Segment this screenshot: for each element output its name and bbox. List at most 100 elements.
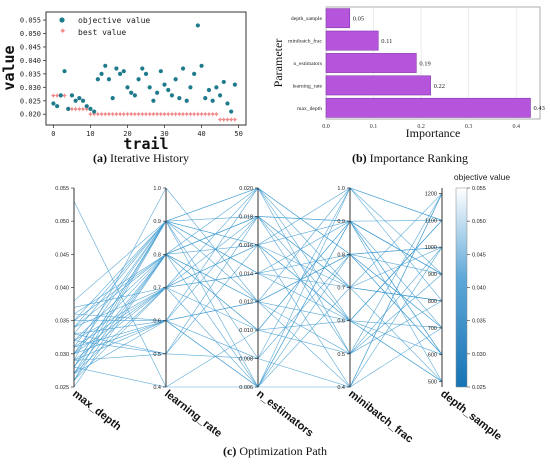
colorbar-ticks: 0.055 0.050 0.045 0.040 0.035 0.030 0.025 <box>467 186 486 391</box>
axis-tick-label: 0.045 <box>55 252 69 258</box>
objective-value-point <box>210 98 215 103</box>
objective-value-point <box>158 69 163 74</box>
best-value-point: ✦ <box>132 110 139 119</box>
objective-value-point <box>125 85 130 90</box>
objective-value-point <box>69 93 75 98</box>
x-tick-label: 50 <box>234 130 242 138</box>
x-tick-label: 0 <box>51 130 55 138</box>
best-value-point: ✦ <box>72 105 79 114</box>
optimization-path-chart: objective value 0.055 0.050 0.045 0.040 0.03… <box>55 172 510 446</box>
objective-value-point <box>162 82 167 87</box>
axis-tick-label: 600 <box>428 353 437 359</box>
objective-value-point <box>103 63 108 68</box>
best-value-point: ✦ <box>135 110 142 119</box>
best-value-point: ✦ <box>202 110 209 119</box>
objective-value-point <box>73 98 78 103</box>
objective-value-point <box>166 87 171 93</box>
axis-name: minibatch_frac <box>346 388 415 446</box>
best-value-point: ✦ <box>195 110 202 119</box>
objective-value-point <box>180 66 186 71</box>
objective-value-point <box>199 63 204 68</box>
objective-value-point <box>58 93 63 98</box>
value-label: 0.05 <box>353 16 364 23</box>
objective-value-point <box>184 98 189 103</box>
y-tick-label: 0.025 <box>20 97 41 105</box>
x-axis-label: trail <box>123 135 168 153</box>
y-axis: 0.020 0.025 0.030 0.035 0.040 0.045 0.050 0.055 <box>20 17 46 119</box>
axis-tick-label: 700 <box>428 326 437 332</box>
best-value-point: ✦ <box>232 116 239 125</box>
caption-a: (a) Iterative History <box>93 151 189 165</box>
colorbar-tick-label: 0.035 <box>472 319 486 325</box>
axis-tick-label: 0.020 <box>239 186 253 192</box>
legend-marker-best: ✦ <box>59 26 67 36</box>
best-value-point: ✦ <box>54 91 61 100</box>
objective-value-point <box>110 95 115 101</box>
axis-tick-label: 1.0 <box>153 186 161 192</box>
objective-value-point <box>173 77 178 82</box>
best-value-point: ✦ <box>213 110 220 119</box>
x-tick-label: 20 <box>123 130 131 138</box>
objective-value-point <box>99 71 104 76</box>
objective-value-point <box>217 93 223 98</box>
axis-tick-label: 0.055 <box>55 186 69 192</box>
axis-tick-label: 0.6 <box>153 319 161 325</box>
axis-tick-label: 0.010 <box>239 328 253 334</box>
best-value-point: ✦ <box>91 110 98 119</box>
axis-tick-label: 800 <box>428 299 437 305</box>
best-value-point: ✦ <box>180 110 187 119</box>
best-value-point: ✦ <box>187 110 194 119</box>
best-value-point: ✦ <box>102 110 109 119</box>
best-value-point: ✦ <box>76 105 83 114</box>
axis-name: depth_sample <box>438 388 504 443</box>
x-tick-label: 30 <box>160 130 168 138</box>
legend: objective value ✦ best value <box>59 16 150 37</box>
objective-value-point <box>229 109 234 114</box>
objective-value-point <box>221 79 226 85</box>
x-tick-label: 0.2 <box>417 124 425 130</box>
best-value-point: ✦ <box>109 110 116 119</box>
plot-frame <box>45 11 247 126</box>
category-label: max_depth <box>297 106 322 112</box>
objective-value-point <box>169 93 175 98</box>
caption-b: (b) Importance Ranking <box>352 151 468 165</box>
colorbar-title: objective value <box>454 172 511 182</box>
best-value-point: ✦ <box>220 116 227 125</box>
best-value-point: ✦ <box>217 116 224 125</box>
objective-value-point <box>192 71 197 76</box>
colorbar-tick-label: 0.025 <box>472 385 486 391</box>
objective-value-point <box>114 66 119 71</box>
best-value-point: ✦ <box>209 110 216 119</box>
best-value-point: ✦ <box>183 110 190 119</box>
best-value-point: ✦ <box>128 110 135 119</box>
best-value-point: ✦ <box>80 105 87 114</box>
axis-tick-label: 0.5 <box>337 352 345 358</box>
x-tick-label: 0.4 <box>512 124 520 130</box>
x-tick-label: 10 <box>86 130 94 138</box>
best-value-point: ✦ <box>83 105 90 114</box>
objective-value-point <box>77 95 82 101</box>
axis-tick-label: 1.0 <box>337 186 345 192</box>
best-value-point: ✦ <box>165 110 172 119</box>
objective-value-point <box>129 90 134 95</box>
value-label: 0.43 <box>533 105 544 112</box>
x-tick-label: 40 <box>197 130 205 138</box>
best-value-point: ✦ <box>146 110 153 119</box>
axis-tick-label: 1100 <box>425 218 437 224</box>
x-tick-label: 0.3 <box>465 124 473 130</box>
best-value-point: ✦ <box>95 110 102 119</box>
axis-tick-label: 0.018 <box>239 214 253 220</box>
axis-tick-label: 0.9 <box>337 219 345 225</box>
axis-tick-label: 0.025 <box>55 385 69 391</box>
legend-label-objective: objective value <box>78 16 150 25</box>
objective-value-point <box>66 106 71 111</box>
y-tick-label: 0.020 <box>20 111 41 119</box>
bars: depth_sample 0.05 minibatch_frac 0.11 n_esti… <box>288 8 545 118</box>
colorbar <box>455 187 468 388</box>
axis-tick-label: 0.5 <box>153 352 161 358</box>
x-tick-label: 0.0 <box>322 124 330 130</box>
axis-name: n_estimators <box>254 388 315 440</box>
axis-tick-label: 900 <box>428 272 437 278</box>
category-label: depth_sample <box>291 16 323 22</box>
best-value-point: ✦ <box>169 110 176 119</box>
